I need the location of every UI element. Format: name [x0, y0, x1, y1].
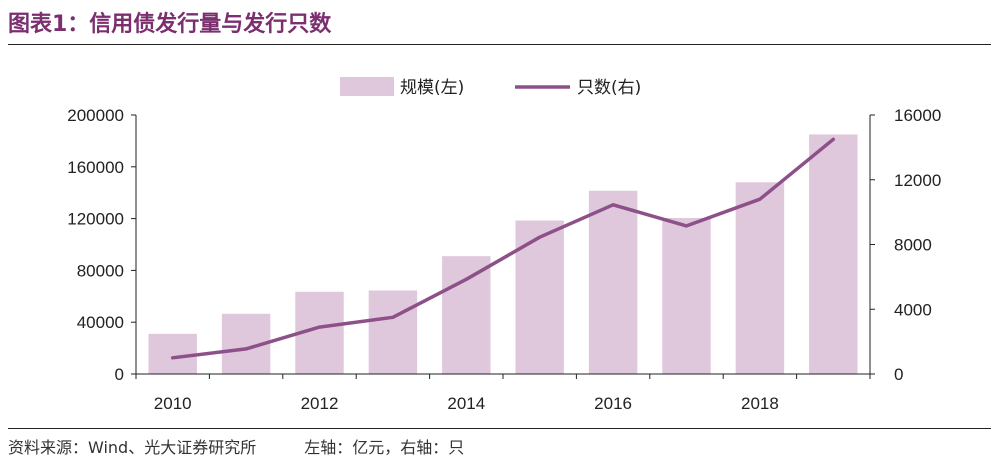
- legend: 规模(左) 只数(右): [340, 77, 641, 98]
- tick-labels: 0 40000 80000 120000 160000 200000 0 4000 8000 12…: [67, 106, 941, 413]
- units-note: 左轴：亿元，右轴：只: [304, 438, 465, 457]
- legend-label-bar: 规模(左): [400, 78, 464, 98]
- legend-swatch-bar: [340, 77, 394, 96]
- y-left-tick-label: 160000: [67, 158, 124, 177]
- y-right-tick-label: 0: [894, 365, 903, 384]
- bar-2017: [662, 217, 711, 374]
- x-tick-label: 2018: [741, 394, 779, 413]
- x-tick-label: 2014: [447, 394, 485, 413]
- count-line: [170, 137, 836, 360]
- y-left-tick-label: 40000: [77, 313, 124, 332]
- y-left-tick-label: 0: [115, 365, 124, 384]
- y-right-tick-label: 4000: [894, 300, 932, 319]
- x-tick-label: 2016: [594, 394, 632, 413]
- bar-2014: [442, 256, 491, 374]
- bar-2010: [148, 333, 197, 374]
- bar-series: [148, 134, 858, 374]
- bar-2019: [809, 134, 858, 374]
- y-left-tick-label: 120000: [67, 210, 124, 229]
- title-rule: [8, 44, 991, 45]
- source-note: 资料来源：Wind、光大证券研究所: [8, 438, 257, 457]
- axes: [131, 114, 875, 379]
- y-right-tick-label: 16000: [894, 106, 941, 125]
- y-right-tick-label: 8000: [894, 236, 932, 255]
- x-tick-label: 2010: [154, 394, 192, 413]
- figure-title: 图表1：信用债发行量与发行只数: [8, 12, 332, 37]
- x-tick-label: 2012: [301, 394, 339, 413]
- chart: 规模(左) 只数(右) 04000080000120000160000200000…: [67, 77, 941, 413]
- y-left-tick-label: 80000: [77, 261, 124, 280]
- bar-2013: [368, 290, 418, 374]
- bar-2018: [735, 182, 785, 374]
- y-right-tick-label: 12000: [894, 171, 941, 190]
- bar-2016: [588, 190, 638, 374]
- footer-rule: [8, 428, 991, 429]
- line-series: [170, 137, 836, 360]
- footer: 资料来源：Wind、光大证券研究所 左轴：亿元，右轴：只: [8, 434, 464, 458]
- legend-label-line: 只数(右): [577, 78, 641, 98]
- bar-2015: [515, 220, 564, 374]
- y-left-tick-label: 200000: [67, 106, 124, 125]
